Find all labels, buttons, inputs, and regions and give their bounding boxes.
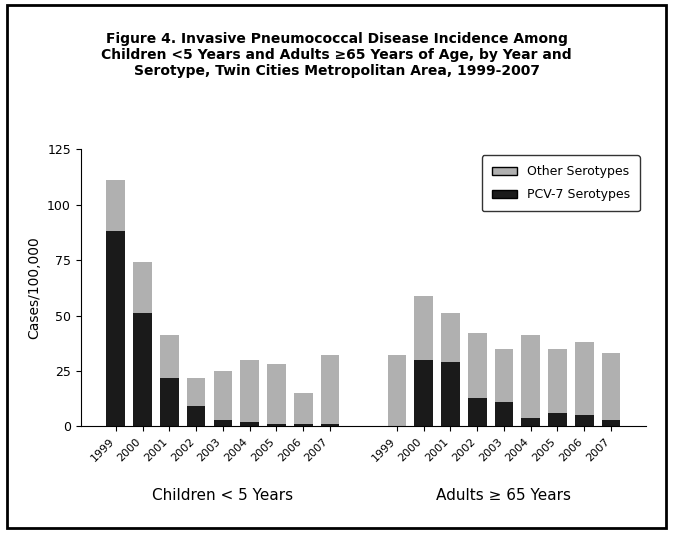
Bar (106, 180, 125, 231)
Bar (575, 342, 594, 415)
Text: Figure 4. Invasive Pneumococcal Disease Incidence Among
Children <5 Years and Ad: Figure 4. Invasive Pneumococcal Disease … (101, 32, 572, 78)
Bar (186, 407, 205, 426)
Bar (575, 415, 594, 426)
Bar (133, 262, 152, 313)
Bar (522, 417, 540, 426)
Bar (522, 335, 540, 417)
Bar (294, 424, 312, 426)
Bar (602, 353, 621, 420)
Bar (160, 335, 179, 377)
Bar (106, 231, 125, 426)
Bar (267, 365, 286, 424)
Bar (160, 377, 179, 426)
Bar (602, 420, 621, 426)
Bar (548, 349, 567, 413)
Bar (213, 420, 232, 426)
Legend: Other Serotypes, PCV-7 Serotypes: Other Serotypes, PCV-7 Serotypes (482, 156, 640, 212)
Bar (320, 356, 339, 424)
Y-axis label: Cases/100,000: Cases/100,000 (28, 237, 42, 339)
Bar (468, 333, 487, 398)
Bar (441, 313, 460, 362)
Bar (495, 402, 513, 426)
Bar (240, 422, 259, 426)
Bar (388, 356, 406, 426)
Bar (441, 362, 460, 426)
Bar (186, 377, 205, 407)
Text: Adults ≥ 65 Years: Adults ≥ 65 Years (437, 488, 571, 503)
Bar (468, 398, 487, 426)
Bar (213, 371, 232, 420)
Bar (548, 413, 567, 426)
Bar (240, 360, 259, 422)
Bar (294, 393, 312, 424)
Bar (415, 360, 433, 426)
Bar (320, 424, 339, 426)
Bar (415, 296, 433, 360)
Text: Children < 5 Years: Children < 5 Years (152, 488, 293, 503)
Bar (133, 313, 152, 426)
Bar (495, 349, 513, 402)
Bar (267, 424, 286, 426)
